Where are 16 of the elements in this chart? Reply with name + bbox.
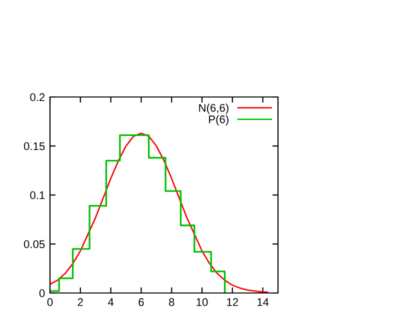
- x-tick-label: 12: [227, 298, 238, 306]
- y-tick-label: 0.05: [24, 240, 45, 248]
- y-tick-label: 0: [39, 289, 45, 298]
- x-tick-label: 2: [78, 298, 83, 306]
- line-series: [50, 132, 268, 293]
- legend-label: N(6,6): [199, 104, 228, 114]
- x-tick-label: 6: [138, 298, 144, 306]
- y-tick-label: 0.1: [30, 191, 45, 200]
- x-tick-label: 4: [108, 298, 114, 306]
- x-tick-label: 0: [47, 298, 53, 306]
- x-tick-label: 8: [168, 298, 174, 306]
- y-tick-label: 0.15: [24, 142, 45, 150]
- x-tick-label: 14: [257, 298, 269, 306]
- y-tick-label: 0.2: [30, 93, 45, 102]
- x-tick-label: 10: [196, 298, 208, 306]
- legend-label: P(6): [209, 115, 228, 126]
